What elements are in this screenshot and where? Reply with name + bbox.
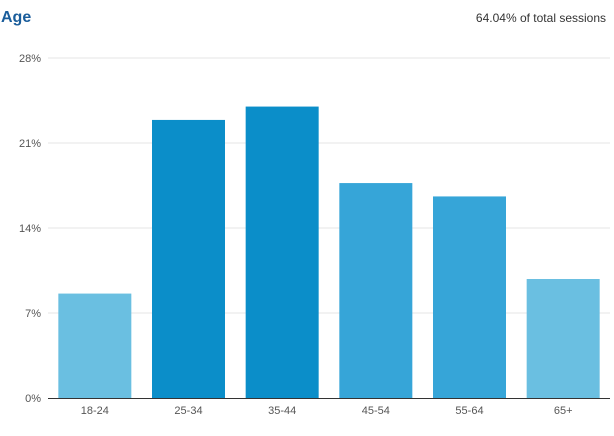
x-tick-label: 45-54 xyxy=(362,405,390,417)
bar-65+ xyxy=(526,279,600,398)
x-tick-label: 18-24 xyxy=(81,405,109,417)
chart-title: Age xyxy=(1,9,32,26)
bar-45-54 xyxy=(339,183,413,398)
x-tick-label: 55-64 xyxy=(455,405,483,417)
sessions-share-label: 64.04% of total sessions xyxy=(475,11,606,25)
bar-18-24 xyxy=(58,293,132,398)
y-tick-label: 14% xyxy=(19,223,41,235)
bar-55-64 xyxy=(433,196,506,398)
x-tick-label: 65+ xyxy=(554,405,573,417)
chart-header: Age 64.04% of total sessions xyxy=(0,0,614,40)
y-tick-label: 7% xyxy=(25,308,41,320)
x-tick-label: 35-44 xyxy=(268,405,296,417)
bar-35-44 xyxy=(245,106,319,399)
y-tick-label: 28% xyxy=(19,53,41,65)
y-tick-label: 21% xyxy=(19,138,41,150)
x-tick-label: 25-34 xyxy=(174,405,202,417)
y-tick-label: 0% xyxy=(25,393,41,405)
bar-25-34 xyxy=(152,119,225,398)
